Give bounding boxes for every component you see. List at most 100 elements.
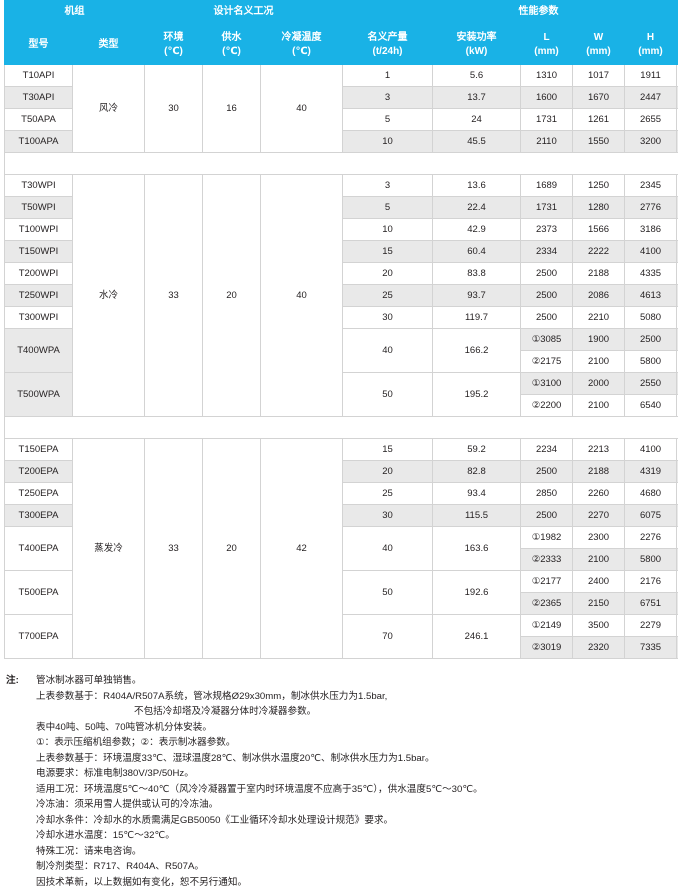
cell-length: 1689 (521, 175, 573, 197)
cell-length: ①2177 (521, 571, 573, 593)
header-col-label: 冷凝温度 (261, 31, 342, 45)
cell-capacity: 10 (343, 131, 433, 153)
spec-sheet-page: 机组设计名义工况性能参数 型号类型环境(℃)供水(℃)冷凝温度(℃)名义产量(t… (0, 0, 678, 858)
note-line-4: ①：表示压缩机组参数；②：表示制冰器参数。 (36, 735, 678, 751)
cell-width: 2000 (573, 373, 625, 395)
cell-power: 5.6 (433, 65, 521, 87)
note-line-1: 上表参数基于：R404A/R507A系统，管冰规格Ø29x30mm，制冰供水压力… (36, 689, 678, 705)
cell-capacity: 40 (343, 329, 433, 373)
cell-model: T30API (5, 87, 73, 109)
cell-power: 22.4 (433, 197, 521, 219)
cell-water: 16 (203, 65, 261, 153)
cell-length: 2373 (521, 219, 573, 241)
cell-model: T100APA (5, 131, 73, 153)
cell-capacity: 20 (343, 461, 433, 483)
cell-power: 13.7 (433, 87, 521, 109)
cell-length: 1731 (521, 197, 573, 219)
note-line-5: 上表参数基于：环境温度33℃、湿球温度28℃、制冰供水温度20℃、制冰供水压力为… (36, 751, 678, 767)
cell-width: 2100 (573, 395, 625, 417)
header-col-unit: (mm) (625, 45, 676, 59)
note-line-7: 适用工况：环境温度5℃～40℃（风冷冷凝器置于室内时环境温度不应高于35℃），供… (36, 782, 678, 798)
cell-length: 2500 (521, 263, 573, 285)
cell-power: 93.7 (433, 285, 521, 307)
cell-width: 2270 (573, 505, 625, 527)
cell-height: 4100 (625, 241, 677, 263)
cell-power: 163.6 (433, 527, 521, 571)
header-group-2: 性能参数 (343, 1, 678, 25)
notes-label: 注: (6, 673, 36, 689)
cell-width: 2213 (573, 439, 625, 461)
cell-length: 1310 (521, 65, 573, 87)
specification-table: 机组设计名义工况性能参数 型号类型环境(℃)供水(℃)冷凝温度(℃)名义产量(t… (4, 0, 678, 659)
cell-capacity: 70 (343, 615, 433, 659)
cell-length: ①3100 (521, 373, 573, 395)
cell-width: 2188 (573, 263, 625, 285)
cell-capacity: 10 (343, 219, 433, 241)
cell-condense: 40 (261, 65, 343, 153)
header-col-unit: (℃) (261, 45, 342, 59)
cell-width: 1250 (573, 175, 625, 197)
note-line-6: 电源要求：标准电制380V/3P/50Hz。 (36, 766, 678, 782)
cell-height: 6751 (625, 593, 677, 615)
cell-capacity: 5 (343, 197, 433, 219)
cell-water: 20 (203, 439, 261, 659)
cell-width: 1670 (573, 87, 625, 109)
cell-model: T150WPI (5, 241, 73, 263)
cell-model: T400EPA (5, 527, 73, 571)
cell-width: 2150 (573, 593, 625, 615)
cell-length: 2334 (521, 241, 573, 263)
cell-power: 195.2 (433, 373, 521, 417)
header-column-row: 型号类型环境(℃)供水(℃)冷凝温度(℃)名义产量(t/24h)安装功率(kW)… (5, 25, 678, 65)
header-col-cond: 冷凝温度(℃) (261, 25, 343, 65)
cell-capacity: 50 (343, 571, 433, 615)
cell-ambient: 33 (145, 439, 203, 659)
note-line-8: 冷冻油：须采用雪人提供或认可的冷冻油。 (36, 797, 678, 813)
cell-height: 2447 (625, 87, 677, 109)
header-col-unit: (t/24h) (343, 45, 432, 59)
cell-model: T250EPA (5, 483, 73, 505)
cell-width: 1280 (573, 197, 625, 219)
cell-model: T500WPA (5, 373, 73, 417)
note-line-12: 制冷剂类型：R717、R404A、R507A。 (36, 859, 678, 875)
block-spacer-cell (5, 417, 678, 439)
cell-height: 2345 (625, 175, 677, 197)
cell-model: T10API (5, 65, 73, 87)
header-col-unit: (mm) (573, 45, 624, 59)
block-spacer (5, 153, 678, 175)
header-col-label: W (573, 31, 624, 45)
cell-water: 20 (203, 175, 261, 417)
cell-height: 3186 (625, 219, 677, 241)
header-col-h: H(mm) (625, 25, 677, 65)
cell-length: ②2333 (521, 549, 573, 571)
cell-capacity: 3 (343, 87, 433, 109)
cell-height: 4335 (625, 263, 677, 285)
cell-length: 2850 (521, 483, 573, 505)
cell-power: 45.5 (433, 131, 521, 153)
cell-length: 2500 (521, 285, 573, 307)
cell-height: 5800 (625, 351, 677, 373)
cell-capacity: 5 (343, 109, 433, 131)
cell-length: 2234 (521, 439, 573, 461)
cell-power: 24 (433, 109, 521, 131)
cell-ambient: 33 (145, 175, 203, 417)
cell-width: 2100 (573, 351, 625, 373)
cell-width: 1017 (573, 65, 625, 87)
cell-height: 2776 (625, 197, 677, 219)
cell-capacity: 40 (343, 527, 433, 571)
cell-length: 2500 (521, 461, 573, 483)
header-group-row: 机组设计名义工况性能参数 (5, 1, 678, 25)
cell-capacity: 15 (343, 241, 433, 263)
cell-power: 59.2 (433, 439, 521, 461)
table-header: 机组设计名义工况性能参数 型号类型环境(℃)供水(℃)冷凝温度(℃)名义产量(t… (5, 1, 678, 65)
cell-length: 1600 (521, 87, 573, 109)
cell-width: 2320 (573, 637, 625, 659)
header-col-cap: 名义产量(t/24h) (343, 25, 433, 65)
cell-height: 4100 (625, 439, 677, 461)
cell-model: T30WPI (5, 175, 73, 197)
cell-model: T300WPI (5, 307, 73, 329)
cell-condense: 40 (261, 175, 343, 417)
cell-model: T200WPI (5, 263, 73, 285)
cell-width: 1900 (573, 329, 625, 351)
header-col-type: 类型 (73, 25, 145, 65)
